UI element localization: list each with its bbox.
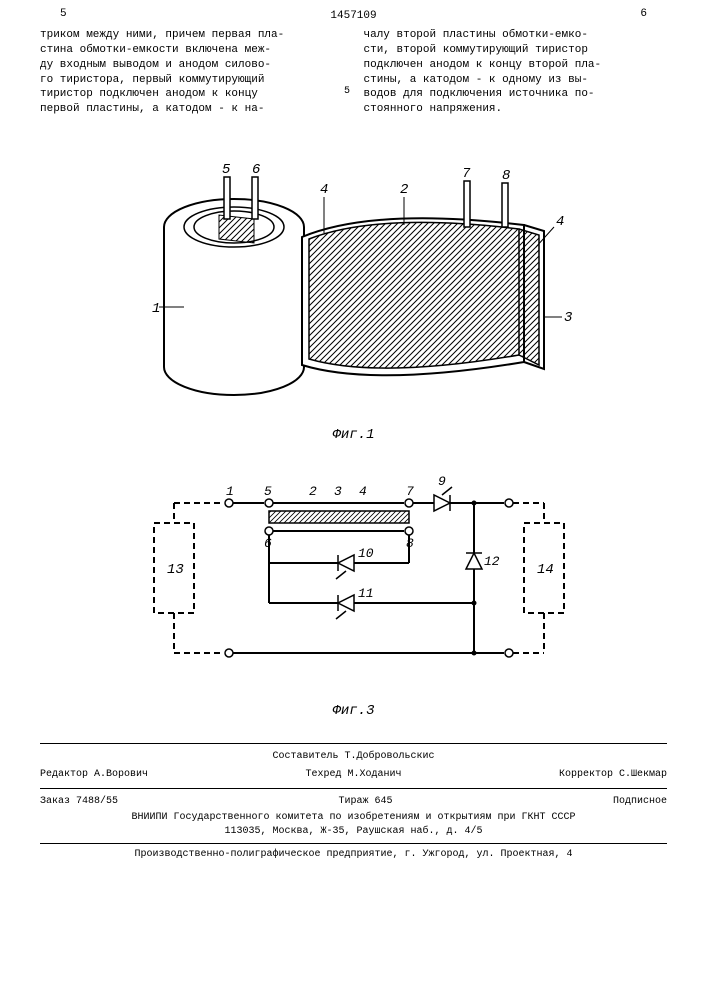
doc-number: 1457109 [0,10,707,22]
svg-text:12: 12 [484,554,500,569]
svg-text:3: 3 [334,484,342,499]
svg-text:5: 5 [264,484,272,499]
svg-text:1: 1 [226,484,234,499]
svg-text:6: 6 [264,536,272,551]
fig1-label-4b: 4 [556,214,564,230]
col-num-left: 5 [60,8,67,20]
svg-text:10: 10 [358,546,374,561]
fig1-label-7: 7 [462,166,471,182]
svg-text:2: 2 [309,484,317,499]
fig1-label-3: 3 [564,310,572,326]
svg-text:14: 14 [537,562,554,578]
line-marker-5: 5 [344,86,350,97]
svg-text:7: 7 [406,484,414,499]
text-column-left: триком между ними, причем первая пла- ст… [40,28,344,117]
svg-text:13: 13 [167,562,184,578]
svg-text:8: 8 [406,536,414,551]
svg-text:11: 11 [358,586,374,601]
fig1-label-4a: 4 [320,182,328,198]
fig1-label-6: 6 [252,162,260,178]
figure-1: 1 5 6 2 4 7 8 4 3 Фиг.1 [0,137,707,443]
col-num-right: 6 [640,8,647,20]
fig1-label-2: 2 [400,182,408,198]
footer: Составитель Т.Добровольскис Редактор А.В… [0,729,707,862]
fig1-caption: Фиг.1 [0,427,707,443]
fig1-label-8: 8 [502,168,510,184]
terminal [225,499,233,507]
svg-text:4: 4 [359,484,367,499]
fig1-label-1: 1 [152,301,160,317]
fig3-caption: Фиг.3 [0,703,707,719]
svg-text:9: 9 [438,474,446,489]
text-column-right: чалу второй пластины обмотки-емко- сти, … [364,28,668,117]
figure-3: 13 14 [0,453,707,719]
fig1-label-5: 5 [222,162,231,178]
